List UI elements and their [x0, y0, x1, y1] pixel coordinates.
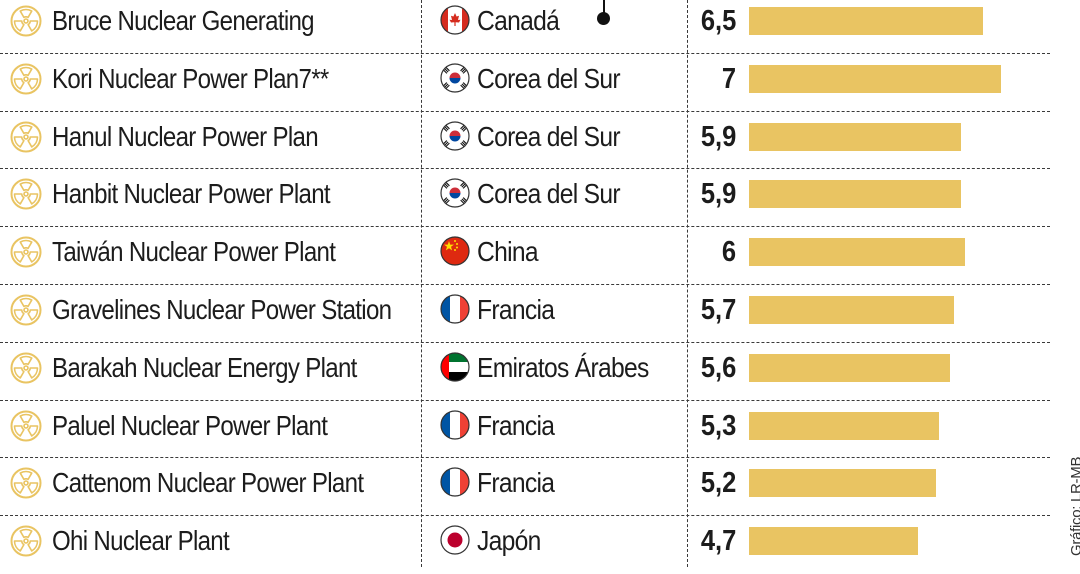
plant-name: Bruce Nuclear Generating [52, 5, 315, 36]
china-flag-icon [440, 236, 470, 266]
value-label: 7 [721, 62, 736, 95]
radiation-icon [10, 5, 42, 37]
column-divider [421, 0, 422, 567]
value-label: 4,7 [700, 525, 736, 558]
radiation-icon [10, 467, 42, 499]
france-flag-icon [440, 294, 470, 324]
row-divider [0, 515, 1050, 517]
country-label: Japón [477, 525, 541, 557]
value-label: 5,7 [700, 294, 736, 326]
bar [749, 122, 961, 151]
country-label: China [477, 236, 539, 268]
country-label: Francia [477, 294, 555, 325]
country-label: Corea del Sur [477, 120, 621, 152]
country-label: Canadá [477, 5, 560, 36]
bar [749, 7, 983, 35]
table-row: Barakah Nuclear Energy Plant Emiratos Ára… [0, 343, 1050, 401]
radiation-icon [10, 178, 42, 210]
value-label: 5,2 [700, 467, 736, 500]
value-label: 5,9 [700, 120, 736, 153]
row-divider [0, 226, 1050, 228]
plant-name: Gravelines Nuclear Power Station [52, 294, 392, 325]
bar [749, 469, 936, 498]
country-label: Francia [477, 467, 555, 499]
south-korea-flag-icon [440, 178, 470, 208]
france-flag-icon [440, 467, 470, 497]
bar [749, 353, 951, 382]
graphic-credit: Gráfico: LR-MB [1068, 456, 1080, 556]
table-row: Bruce Nuclear Generating Canadá 6,5 [0, 0, 1050, 54]
table-row: Cattenom Nuclear Power Plant Francia 5,2 [0, 458, 1050, 516]
plant-name: Paluel Nuclear Power Plant [52, 409, 328, 441]
pointer-dot [597, 12, 610, 25]
japan-flag-icon [440, 525, 470, 555]
value-label: 6,5 [700, 5, 736, 37]
row-divider [0, 110, 1050, 112]
pointer-line [603, 0, 605, 16]
canada-flag-icon [440, 5, 470, 35]
country-label: Francia [477, 409, 555, 441]
column-divider [687, 0, 688, 567]
table-row: Kori Nuclear Power Plan7** Corea del Sur 7 [0, 54, 1050, 112]
bar [749, 238, 965, 267]
bar [749, 411, 940, 440]
table-row: Taiwán Nuclear Power Plant China 6 [0, 227, 1050, 285]
row-divider [0, 168, 1050, 170]
south-korea-flag-icon [440, 63, 470, 93]
plant-name: Taiwán Nuclear Power Plant [52, 236, 336, 268]
plant-name: Cattenom Nuclear Power Plant [52, 467, 364, 499]
france-flag-icon [440, 409, 470, 440]
value-label: 5,9 [700, 178, 736, 211]
value-label: 5,6 [700, 351, 736, 384]
table-row: Ohi Nuclear Plant Japón 4,7 [0, 516, 1050, 574]
bar [749, 296, 954, 324]
south-korea-flag-icon [440, 120, 470, 151]
value-label: 6 [721, 236, 736, 269]
row-divider [0, 52, 1050, 54]
row-divider [0, 399, 1050, 401]
plant-name: Kori Nuclear Power Plan7** [52, 62, 329, 94]
radiation-icon [10, 525, 42, 557]
table-row: Paluel Nuclear Power Plant Francia 5,3 [0, 401, 1050, 459]
bar [749, 180, 961, 209]
bar [749, 64, 1001, 93]
plant-name: Barakah Nuclear Energy Plant [52, 351, 357, 383]
plant-name: Hanul Nuclear Power Plan [52, 120, 319, 152]
table-row: Hanbit Nuclear Power Plant Corea del Sur 5… [0, 169, 1050, 227]
uae-flag-icon [440, 352, 470, 382]
radiation-icon [10, 236, 42, 268]
table-row: Gravelines Nuclear Power Station Francia 5… [0, 285, 1050, 343]
row-divider [0, 457, 1050, 459]
plant-name: Hanbit Nuclear Power Plant [52, 178, 331, 210]
radiation-icon [10, 352, 42, 384]
radiation-icon [10, 63, 42, 95]
bar [749, 527, 918, 556]
radiation-icon [10, 410, 42, 442]
radiation-icon [10, 121, 42, 153]
value-label: 5,3 [700, 409, 736, 442]
country-label: Corea del Sur [477, 62, 621, 94]
country-label: Corea del Sur [477, 178, 621, 210]
radiation-icon [10, 294, 42, 326]
row-divider [0, 284, 1050, 285]
power-plants-chart: Bruce Nuclear Generating Canadá 6,5 Kori Nu… [0, 0, 1050, 567]
country-label: Emiratos Árabes [477, 351, 649, 383]
plant-name: Ohi Nuclear Plant [52, 525, 230, 557]
row-divider [0, 341, 1050, 343]
table-row: Hanul Nuclear Power Plan Corea del Sur 5,9 [0, 112, 1050, 170]
